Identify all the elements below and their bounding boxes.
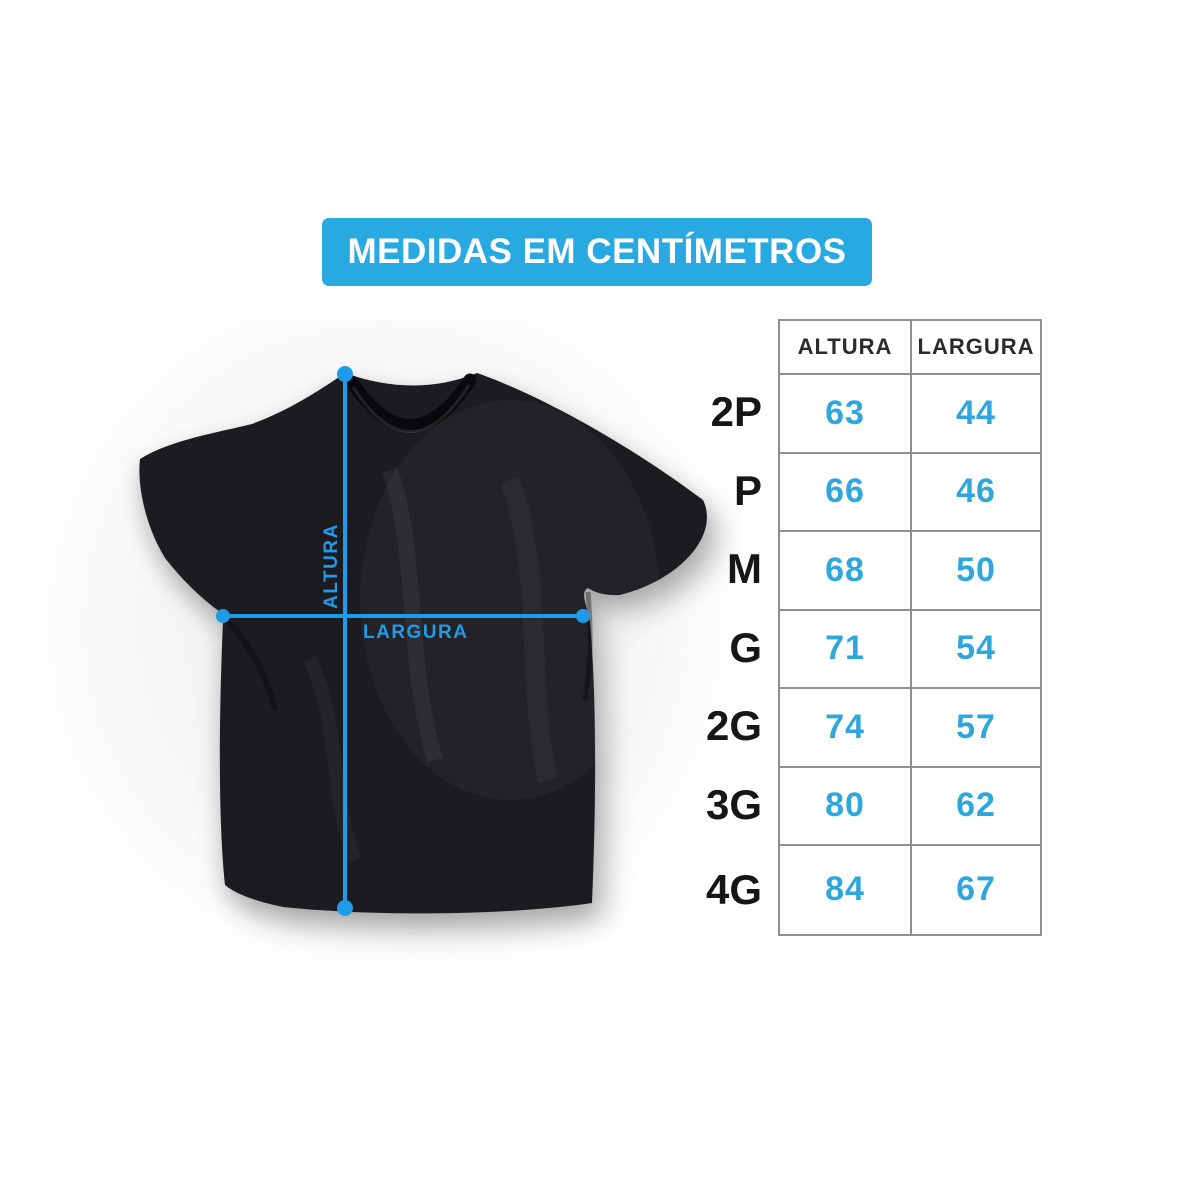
size-label-g: G (729, 623, 762, 671)
largura-value-4g: 67 (910, 844, 1042, 936)
banner-title: MEDIDAS EM CENTÍMETROS (347, 232, 847, 271)
size-label-2p: 2P (710, 388, 762, 436)
height-measure-line (343, 374, 347, 908)
measure-endpoint-dot-left (216, 609, 230, 623)
column-header-largura: LARGURA (910, 319, 1042, 373)
size-label-4g: 4G (705, 865, 762, 913)
largura-value-2g: 57 (910, 687, 1042, 766)
size-label-p: P (733, 466, 762, 514)
table-corner-spacer (700, 319, 778, 373)
title-banner: MEDIDAS EM CENTÍMETROS (322, 218, 872, 286)
width-label: LARGURA (363, 622, 469, 643)
altura-value-g: 71 (778, 608, 910, 687)
measure-endpoint-dot-top (337, 366, 353, 382)
column-header-altura: ALTURA (778, 319, 910, 373)
largura-value-3g: 62 (910, 765, 1042, 844)
size-label-2g: 2G (705, 702, 762, 750)
altura-value-3g: 80 (778, 765, 910, 844)
width-measure-line (223, 614, 583, 618)
largura-value-g: 54 (910, 608, 1042, 687)
height-label: ALTURA (321, 523, 342, 609)
altura-value-2p: 63 (778, 373, 910, 452)
largura-value-p: 46 (910, 451, 1042, 530)
measure-endpoint-dot-right (576, 609, 590, 623)
measure-endpoint-dot-bottom (337, 900, 353, 916)
altura-value-p: 66 (778, 451, 910, 530)
size-label-3g: 3G (705, 780, 762, 828)
tshirt-image (139, 373, 707, 914)
largura-value-m: 50 (910, 530, 1042, 609)
size-label-m: M (727, 545, 762, 593)
size-table: ALTURA LARGURA 2P 63 44 P 66 46 M 68 50 … (700, 319, 1042, 936)
altura-value-m: 68 (778, 530, 910, 609)
altura-value-2g: 74 (778, 687, 910, 766)
altura-value-4g: 84 (778, 844, 910, 936)
largura-value-2p: 44 (910, 373, 1042, 452)
